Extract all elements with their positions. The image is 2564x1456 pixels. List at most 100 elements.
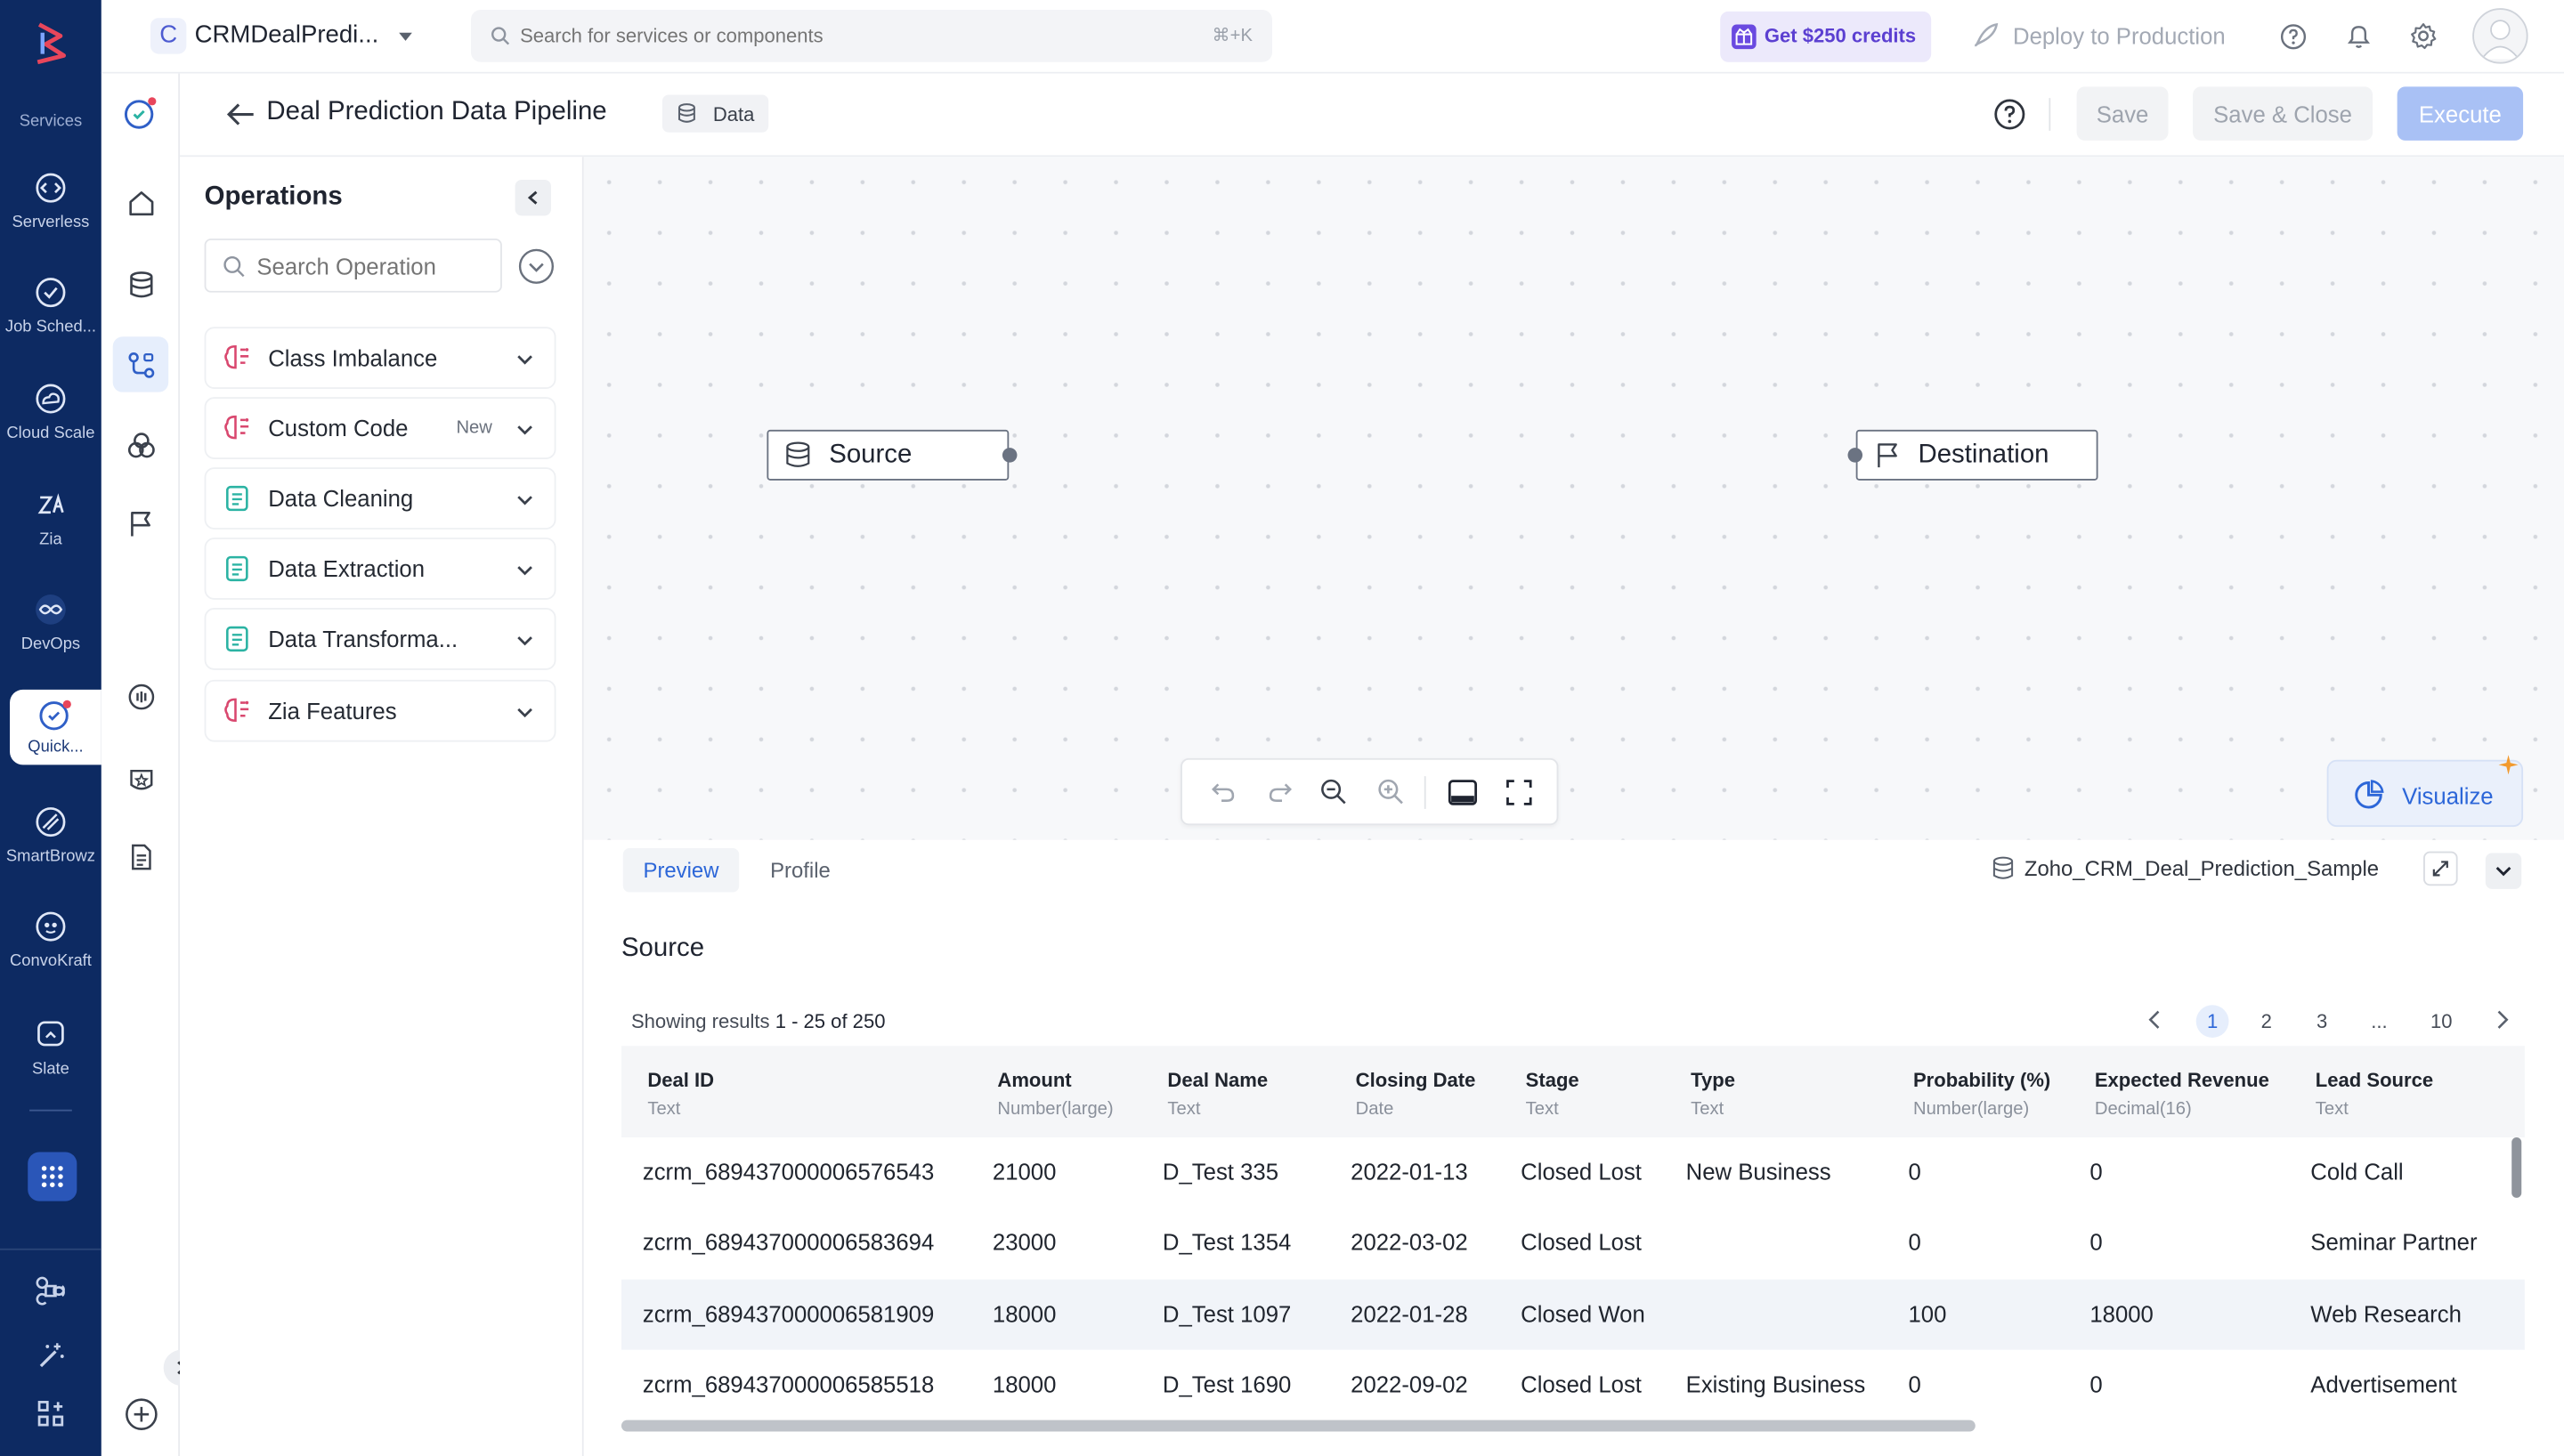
document-icon[interactable] xyxy=(113,829,168,884)
user-avatar[interactable] xyxy=(2472,8,2528,64)
widgets-icon[interactable] xyxy=(36,1399,65,1428)
pipeline-header: Deal Prediction Data Pipeline Data Save … xyxy=(180,73,2564,158)
page-1[interactable]: 1 xyxy=(2195,1005,2229,1038)
visualize-button[interactable]: Visualize xyxy=(2326,755,2524,828)
collapse-preview-icon[interactable] xyxy=(2485,853,2522,889)
fit-screen-icon[interactable] xyxy=(1505,778,1534,807)
prev-page-icon[interactable] xyxy=(2144,1007,2167,1032)
bottom-panel-toggle-icon[interactable] xyxy=(1448,778,1479,807)
global-search-input[interactable] xyxy=(520,20,1174,51)
rail-item-zia[interactable]: Zia xyxy=(0,483,101,549)
column-header-closing-date[interactable]: Closing Date Date xyxy=(1355,1068,1476,1120)
save-button[interactable]: Save xyxy=(2076,86,2169,141)
pipeline-canvas[interactable]: Source Destination Visualize xyxy=(583,157,2564,840)
database-icon xyxy=(785,441,811,469)
rail-item-cloud-scale[interactable]: Cloud Scale xyxy=(0,377,101,443)
home-icon[interactable] xyxy=(113,174,168,230)
undo-icon[interactable] xyxy=(1210,780,1236,805)
operation-data-transformation[interactable]: Data Transforma... xyxy=(204,608,556,670)
help-icon[interactable] xyxy=(1993,98,2026,131)
bell-icon[interactable] xyxy=(2345,21,2373,51)
table-row[interactable]: zcrm_689437000006583694 23000 D_Test 1354 2… xyxy=(642,1228,2478,1256)
smartbrowz-icon xyxy=(29,801,72,844)
gear-icon[interactable] xyxy=(2409,21,2438,51)
operation-data-cleaning[interactable]: Data Cleaning xyxy=(204,467,556,530)
all-services-button[interactable] xyxy=(28,1152,77,1201)
destination-input-port[interactable] xyxy=(1847,448,1863,463)
shield-star-icon[interactable] xyxy=(113,750,168,805)
endpoints-icon[interactable] xyxy=(113,668,168,724)
next-page-icon[interactable] xyxy=(2490,1007,2513,1032)
rail-item-job-scheduling[interactable]: Job Sched... xyxy=(0,271,101,336)
column-header-stage[interactable]: Stage Text xyxy=(1525,1068,1579,1120)
project-name[interactable]: CRMDealPredi... xyxy=(194,20,379,50)
command-icon[interactable] xyxy=(35,1274,68,1307)
column-header-deal-id[interactable]: Deal ID Text xyxy=(647,1068,715,1120)
table-row[interactable]: zcrm_689437000006585518 18000 D_Test 1690 2… xyxy=(642,1371,2457,1397)
operation-class-imbalance[interactable]: Class Imbalance xyxy=(204,327,556,390)
convokraft-icon xyxy=(29,905,72,948)
redo-icon[interactable] xyxy=(1267,780,1293,805)
column-header-type[interactable]: Type Text xyxy=(1691,1068,1736,1120)
magic-wand-icon[interactable] xyxy=(35,1340,68,1373)
catalyst-logo-icon[interactable] xyxy=(28,20,73,65)
preview-panel: Preview Profile Zoho_CRM_Deal_Prediction… xyxy=(583,839,2564,1456)
column-header-expected-revenue[interactable]: Expected Revenue Decimal(16) xyxy=(2094,1068,2269,1120)
page-2[interactable]: 2 xyxy=(2260,1009,2272,1033)
column-header-probability[interactable]: Probability (%) Number(large) xyxy=(1912,1068,2051,1120)
column-header-amount[interactable]: Amount Number(large) xyxy=(997,1068,1114,1120)
divider xyxy=(2049,98,2051,131)
collapse-panel-button[interactable] xyxy=(515,179,551,216)
rail-item-slate[interactable]: Slate xyxy=(0,1013,101,1079)
page-10[interactable]: 10 xyxy=(2430,1009,2453,1033)
operation-data-extraction[interactable]: Data Extraction xyxy=(204,538,556,600)
tab-preview[interactable]: Preview xyxy=(622,847,740,893)
execute-button[interactable]: Execute xyxy=(2397,86,2524,141)
quickml-logo-icon[interactable] xyxy=(113,85,168,140)
visualize-label: Visualize xyxy=(2402,782,2494,809)
add-circle-icon[interactable] xyxy=(125,1397,159,1432)
credits-label: Get $250 credits xyxy=(1764,24,1917,48)
filter-dropdown-icon[interactable] xyxy=(518,248,555,284)
zia-icon xyxy=(29,483,72,526)
rail-item-devops[interactable]: DevOps xyxy=(0,588,101,653)
canvas-toolbar xyxy=(1181,757,1559,826)
save-and-close-button[interactable]: Save & Close xyxy=(2193,86,2373,141)
operation-search[interactable] xyxy=(204,239,502,293)
operation-search-input[interactable] xyxy=(256,251,486,281)
table-row[interactable]: zcrm_689437000006581909 18000 D_Test 1097 2… xyxy=(621,1279,2525,1350)
rail-item-convokraft[interactable]: ConvoKraft xyxy=(0,905,101,971)
models-icon[interactable] xyxy=(113,417,168,472)
datastore-icon[interactable] xyxy=(113,256,168,311)
zoom-in-icon[interactable] xyxy=(1377,778,1405,805)
page-3[interactable]: 3 xyxy=(2317,1009,2328,1033)
rail-item-quickml[interactable]: Quick... xyxy=(10,689,101,765)
rail-item-smartbrowz[interactable]: SmartBrowz xyxy=(0,801,101,866)
get-credits-button[interactable]: Get $250 credits xyxy=(1720,11,1932,62)
chevron-down-icon xyxy=(515,703,535,723)
operation-custom-code[interactable]: Custom Code New xyxy=(204,397,556,459)
job-scheduling-icon xyxy=(29,271,72,314)
source-output-port[interactable] xyxy=(1002,448,1018,463)
deploy-button[interactable]: Deploy to Production xyxy=(2013,22,2226,50)
tab-profile[interactable]: Profile xyxy=(770,857,831,883)
zoom-out-icon[interactable] xyxy=(1319,778,1347,805)
column-header-deal-name[interactable]: Deal Name Text xyxy=(1167,1068,1269,1120)
help-icon[interactable] xyxy=(2279,23,2307,51)
rail-item-label: DevOps xyxy=(20,635,81,654)
flag-icon[interactable] xyxy=(113,495,168,550)
column-header-lead-source[interactable]: Lead Source Text xyxy=(2315,1068,2434,1120)
expand-preview-icon[interactable] xyxy=(2423,851,2458,886)
table-row[interactable]: zcrm_689437000006576543 21000 D_Test 335 20… xyxy=(642,1158,2404,1185)
back-arrow-icon[interactable] xyxy=(224,101,257,127)
data-table: Deal ID Text Amount Number(large) Deal Nam… xyxy=(621,1046,2525,1440)
global-search[interactable]: ⌘+K xyxy=(470,10,1272,62)
pipelines-icon[interactable] xyxy=(112,336,169,392)
operation-zia-features[interactable]: Zia Features xyxy=(204,679,556,742)
vertical-scrollbar[interactable] xyxy=(2511,1136,2522,1198)
destination-node[interactable]: Destination xyxy=(1847,429,2098,481)
caret-down-icon[interactable] xyxy=(397,28,413,44)
source-node[interactable]: Source xyxy=(767,429,1018,481)
horizontal-scrollbar[interactable] xyxy=(621,1420,1976,1432)
rail-item-serverless[interactable]: Serverless xyxy=(0,166,101,232)
